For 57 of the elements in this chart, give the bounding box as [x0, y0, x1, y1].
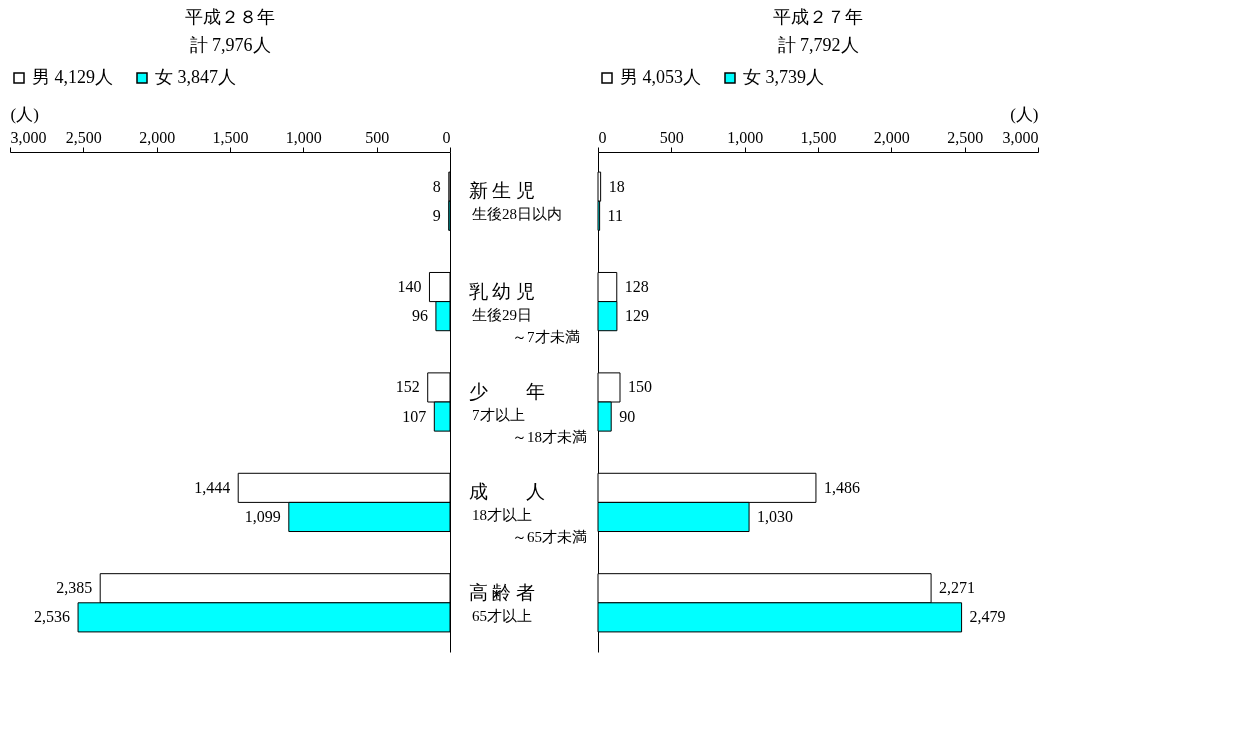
data-label: 11 — [607, 206, 624, 224]
data-label: 1,099 — [244, 507, 281, 525]
data-label: 2,536 — [34, 608, 71, 626]
data-label: 128 — [624, 278, 649, 296]
legend-label: 男 4,129人 — [32, 67, 113, 87]
text: 計 7,976人 — [189, 35, 271, 55]
y-tick-label: 少 年 — [468, 381, 545, 402]
data-label: 9 — [432, 206, 441, 224]
x-tick-label: 2,500 — [947, 128, 984, 146]
x-axis-title: (人) — [1010, 104, 1039, 124]
text: 生後29日 — [472, 306, 532, 323]
data-label: 2,385 — [56, 579, 93, 597]
x-tick-label: 2,000 — [139, 128, 176, 146]
x-tick-label: 0 — [598, 128, 607, 146]
x-tick-label: 1,000 — [285, 128, 322, 146]
data-label: 1,486 — [823, 478, 860, 496]
chart-title: 平成２７年 — [773, 7, 863, 27]
x-tick-label: 1,000 — [727, 128, 764, 146]
x-tick-label: 0 — [442, 128, 451, 146]
x-tick-label: 1,500 — [800, 128, 837, 146]
text: ～18才未満 — [512, 429, 587, 445]
text: ～7才未満 — [512, 328, 580, 345]
data-label: 1,444 — [194, 478, 231, 496]
data-label: 1,030 — [757, 507, 794, 525]
x-tick-label: 2,500 — [65, 128, 102, 146]
data-label: 129 — [624, 307, 649, 325]
x-tick-label: 3,000 — [10, 128, 47, 146]
text: 65才以上 — [472, 607, 532, 624]
data-label: 150 — [628, 378, 652, 396]
data-label: 96 — [411, 307, 428, 325]
text: 計 7,792人 — [777, 35, 859, 55]
x-tick-label: 500 — [365, 128, 390, 146]
data-label: 90 — [619, 407, 636, 425]
data-label: 152 — [395, 378, 420, 396]
y-tick-label: 乳 幼 児 — [468, 280, 535, 302]
y-tick-label: 成 人 — [468, 481, 545, 503]
x-tick-label: 500 — [659, 128, 684, 146]
data-label: 18 — [608, 177, 625, 195]
text: 7才以上 — [472, 407, 525, 423]
x-tick-label: 1,500 — [212, 128, 249, 146]
x-tick-label: 2,000 — [873, 128, 910, 146]
data-label: 2,271 — [939, 579, 976, 597]
legend-label: 男 4,053人 — [620, 67, 701, 87]
x-axis-title: (人) — [10, 104, 39, 124]
text: 18才以上 — [472, 507, 532, 524]
legend-label: 女 3,847人 — [155, 67, 236, 87]
text: ～65才未満 — [512, 529, 587, 546]
data-label: 2,479 — [969, 608, 1006, 626]
text: 生後28日以内 — [472, 206, 562, 223]
x-tick-label: 3,000 — [1002, 128, 1039, 146]
data-label: 8 — [432, 177, 441, 195]
data-label: 107 — [402, 407, 427, 425]
data-label: 140 — [397, 278, 422, 296]
y-tick-label: 高 齢 者 — [468, 581, 535, 603]
legend-label: 女 3,739人 — [743, 67, 824, 87]
chart-title: 平成２８年 — [185, 7, 275, 27]
y-tick-label: 新 生 児 — [468, 180, 535, 202]
